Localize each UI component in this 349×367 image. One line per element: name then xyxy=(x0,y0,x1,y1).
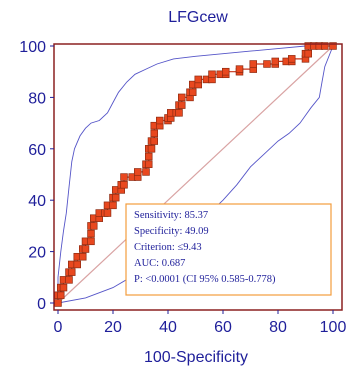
roc-point-56 xyxy=(178,101,186,109)
reference-diagonal xyxy=(57,45,334,304)
roc-point-19 xyxy=(89,222,98,230)
roc-point-82 xyxy=(304,49,313,58)
stats-criterion: Criterion: ≤9.43 xyxy=(134,242,202,253)
roc-point-6 xyxy=(65,276,73,284)
roc-point-17 xyxy=(87,229,95,238)
roc-point-45 xyxy=(150,129,159,138)
y-tick-label-40: 40 xyxy=(28,193,46,210)
roc-point-8 xyxy=(67,268,76,276)
roc-point-14 xyxy=(81,245,90,253)
roc-point-12 xyxy=(78,252,87,261)
roc-point-63 xyxy=(194,75,203,84)
roc-point-26 xyxy=(109,201,117,210)
plot-area xyxy=(54,42,337,307)
roc-point-36 xyxy=(134,168,142,176)
y-tick-label-80: 80 xyxy=(28,90,46,107)
roc-point-32 xyxy=(120,181,128,189)
x-tick-label-80: 80 xyxy=(269,319,287,336)
stats-box-frame xyxy=(125,203,332,296)
x-axis-label: 100-Specificity xyxy=(144,349,248,366)
x-tick-label-20: 20 xyxy=(104,319,122,336)
x-tick-label-0: 0 xyxy=(54,319,63,336)
roc-point-10 xyxy=(73,260,81,269)
x-tick-label-60: 60 xyxy=(214,319,232,336)
roc-point-74 xyxy=(263,60,271,68)
axis-ticks: 0 20 40 60 80 100 0 20 40 60 80 100 xyxy=(19,39,346,336)
stats-specificity: Specificity: 49.09 xyxy=(134,226,209,237)
y-tick-label-0: 0 xyxy=(37,296,46,313)
roc-point-71 xyxy=(235,65,244,73)
plot-frame xyxy=(53,43,343,311)
roc-point-54 xyxy=(175,109,183,117)
stats-box: Sensitivity: 85.37 Specificity: 49.09 Cr… xyxy=(125,203,332,296)
roc-point-79 xyxy=(288,55,296,63)
y-tick-label-100: 100 xyxy=(19,39,46,56)
roc-point-87 xyxy=(329,42,337,50)
roc-point-42 xyxy=(147,145,156,153)
x-tick-label-100: 100 xyxy=(320,319,347,336)
roc-point-39 xyxy=(145,160,153,168)
stats-p-value: P: <0.0001 (CI 95% 0.585-0.778) xyxy=(134,274,276,285)
roc-point-4 xyxy=(59,283,68,292)
roc-point-69 xyxy=(222,67,230,76)
roc-point-48 xyxy=(156,116,164,125)
roc-point-76 xyxy=(271,57,280,66)
roc-point-40 xyxy=(145,152,153,161)
roc-point-44 xyxy=(150,137,159,145)
roc-point-16 xyxy=(87,237,95,246)
roc-point-2 xyxy=(56,291,65,300)
roc-point-37 xyxy=(142,168,150,176)
roc-point-73 xyxy=(249,60,258,68)
y-tick-label-20: 20 xyxy=(28,245,46,262)
roc-point-33 xyxy=(120,173,128,181)
ci-upper-curve xyxy=(57,45,333,303)
roc-point-0 xyxy=(54,299,62,307)
x-tick-label-40: 40 xyxy=(159,319,177,336)
roc-point-66 xyxy=(208,70,216,79)
roc-point-86 xyxy=(321,42,329,50)
stats-auc: AUC: 0.687 xyxy=(134,258,185,269)
roc-point-60 xyxy=(189,88,197,97)
roc-point-28 xyxy=(111,193,120,202)
chart-title: LFGcew xyxy=(168,9,228,26)
roc-point-24 xyxy=(103,209,112,217)
roc-point-57 xyxy=(178,93,186,102)
y-tick-label-60: 60 xyxy=(28,142,46,159)
stats-sensitivity: Sensitivity: 85.37 xyxy=(134,210,208,221)
